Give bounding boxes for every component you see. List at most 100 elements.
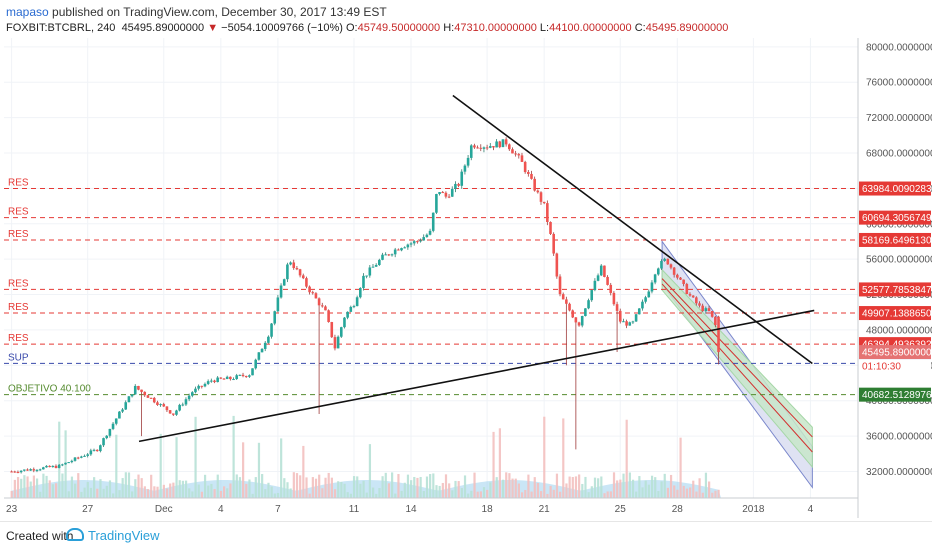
x-tick-label: 4	[218, 504, 224, 515]
candle-body	[549, 222, 552, 234]
candle-body	[92, 449, 96, 451]
candle-body	[251, 368, 254, 376]
volume-bar	[609, 491, 612, 498]
candle-body	[171, 413, 175, 415]
volume-bar	[539, 491, 543, 498]
volume-bar	[584, 476, 587, 498]
volume-bar	[308, 493, 311, 498]
symbol-label[interactable]: FOXBIT:BTCBRL, 240	[6, 22, 116, 34]
volume-bar	[51, 484, 55, 498]
price-tag-res: 52577.78538478	[862, 285, 932, 296]
countdown-bg	[859, 359, 931, 374]
price-chart[interactable]: RES RES RES RES RES RES SUP OBJETIVO 40.100 800…	[0, 36, 932, 521]
volume-bar	[673, 485, 676, 498]
candle-body	[121, 409, 124, 412]
candle-body	[580, 316, 584, 326]
x-tick-label: 11	[349, 504, 360, 515]
price-tag-objetivo: 40682.51289768	[862, 390, 932, 401]
volume-bar	[93, 477, 96, 498]
volume-bar	[280, 438, 283, 498]
candle-body	[73, 457, 77, 461]
candle-body	[35, 469, 39, 471]
level-label-res: RES	[8, 229, 29, 240]
volume-bar	[222, 486, 226, 498]
candle-body	[574, 317, 578, 323]
candle-body	[368, 267, 372, 276]
candle-body	[387, 254, 391, 256]
volume-bar	[654, 477, 657, 498]
volume-bar	[61, 473, 64, 498]
candle-body	[441, 192, 445, 194]
volume-bar	[302, 445, 305, 498]
volume-bar	[273, 493, 276, 498]
volume-bar	[267, 482, 270, 498]
channel-median-line	[661, 278, 813, 438]
volume-bar	[657, 491, 660, 498]
candle-body	[428, 230, 432, 235]
candle-body	[374, 264, 378, 267]
candle-body	[717, 316, 720, 353]
volume-bar	[48, 480, 51, 498]
candle-body	[397, 249, 400, 251]
y-tick-label: 68000.00000000	[866, 149, 932, 160]
volume-bar	[140, 478, 143, 498]
volume-bar	[245, 483, 248, 498]
candle-body	[644, 297, 647, 302]
volume-bar	[479, 491, 482, 498]
candle-body	[248, 375, 251, 377]
candle-body	[688, 293, 692, 296]
down-arrow-icon: ▼	[207, 22, 219, 34]
candle-body	[390, 254, 394, 256]
candle-body	[622, 321, 625, 323]
candle-body	[270, 323, 273, 337]
volume-bar	[45, 475, 48, 498]
volume-bar	[42, 473, 45, 498]
volume-bar	[600, 476, 603, 498]
volume-bar	[10, 490, 13, 498]
candle-body	[301, 275, 305, 279]
volume-bar	[321, 488, 324, 498]
volume-bar	[283, 478, 286, 498]
publish-line: mapaso published on TradingView.com, Dec…	[6, 5, 387, 19]
candle-body	[476, 147, 479, 149]
author-link[interactable]: mapaso	[6, 5, 49, 19]
volume-bar	[701, 492, 704, 498]
close-value: 45495.89000000	[645, 22, 729, 34]
volume-bar	[108, 480, 112, 498]
candle-body	[346, 311, 349, 318]
volume-bar	[410, 480, 413, 498]
volume-bar	[226, 488, 229, 498]
candle-body	[45, 465, 48, 468]
tradingview-logo[interactable]: TradingView	[66, 528, 160, 543]
candle-body	[663, 258, 666, 261]
candle-body	[222, 378, 226, 380]
candle-body	[289, 262, 292, 265]
volume-bar	[425, 476, 429, 498]
candle-body	[419, 240, 422, 242]
volume-bar	[606, 491, 609, 498]
candle-body	[127, 396, 131, 403]
price-tag-res: 58169.64961307	[862, 235, 932, 246]
volume-bar	[714, 490, 717, 498]
candle-body	[409, 243, 413, 245]
volume-bar	[543, 416, 546, 498]
volume-bar	[536, 483, 540, 498]
candle-body	[593, 280, 597, 291]
volume-bar	[698, 478, 701, 498]
candle-body	[612, 292, 616, 305]
volume-bar	[299, 475, 302, 498]
candle-body	[102, 438, 105, 446]
volume-bar	[501, 479, 505, 498]
volume-bar	[413, 476, 416, 498]
volume-bar	[70, 476, 74, 498]
volume-bar	[400, 490, 403, 498]
high-value: 47310.00000000	[454, 22, 537, 34]
volume-bar	[362, 480, 365, 498]
candle-body	[137, 385, 140, 390]
candle-body	[527, 172, 530, 174]
volume-bar	[359, 483, 362, 498]
volume-bar	[593, 477, 597, 498]
candle-body	[599, 265, 603, 276]
volume-bar	[650, 475, 654, 498]
candle-body	[286, 264, 289, 280]
